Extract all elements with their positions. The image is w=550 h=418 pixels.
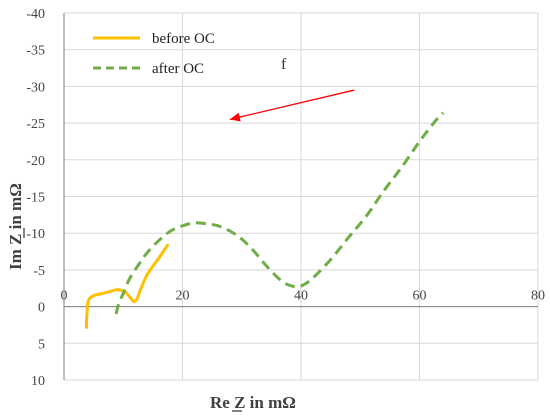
y-tick-label: -20 — [26, 154, 45, 169]
y-tick-label: -5 — [33, 264, 45, 279]
y-axis-title: Im Z in mΩ — [6, 183, 25, 270]
x-tick-label: 80 — [531, 289, 545, 304]
y-tick-label: -10 — [26, 227, 45, 242]
y-tick-label: -15 — [26, 191, 45, 206]
x-tick-label: 60 — [413, 289, 427, 304]
tick-labels: 0 20 40 60 80 -40 -35 -30 -25 -20 -15 -10 -5 0 5 10 — [26, 7, 545, 389]
legend-label-after-oc: after OC — [152, 61, 204, 77]
frequency-annotation: f — [281, 56, 287, 73]
x-tick-label: 40 — [294, 289, 308, 304]
x-tick-label: 0 — [61, 289, 68, 304]
y-tick-label: 5 — [38, 337, 45, 352]
y-tick-label: -40 — [26, 7, 45, 22]
frequency-arrow — [229, 89, 355, 122]
x-axis-title: Re Z in mΩ — [210, 393, 296, 412]
series-line-after-oc — [114, 111, 445, 315]
x-axis-title-text: Re Z in mΩ — [210, 393, 296, 412]
y-tick-label: -35 — [26, 44, 45, 59]
arrow-head — [229, 112, 241, 122]
y-tick-label: 10 — [31, 374, 45, 389]
y-axis-title-text: Im Z in mΩ — [6, 183, 25, 270]
axes — [63, 13, 538, 380]
y-tick-label: 0 — [38, 301, 45, 316]
legend-label-before-oc: before OC — [152, 31, 215, 47]
y-tick-label: -30 — [26, 80, 45, 95]
x-tick-label: 20 — [176, 289, 190, 304]
y-tick-label: -25 — [26, 117, 45, 132]
series-layer — [84, 111, 445, 329]
legend: before OC after OC — [93, 31, 215, 77]
series-line-before-oc — [84, 243, 170, 329]
arrow-shaft — [229, 89, 355, 121]
